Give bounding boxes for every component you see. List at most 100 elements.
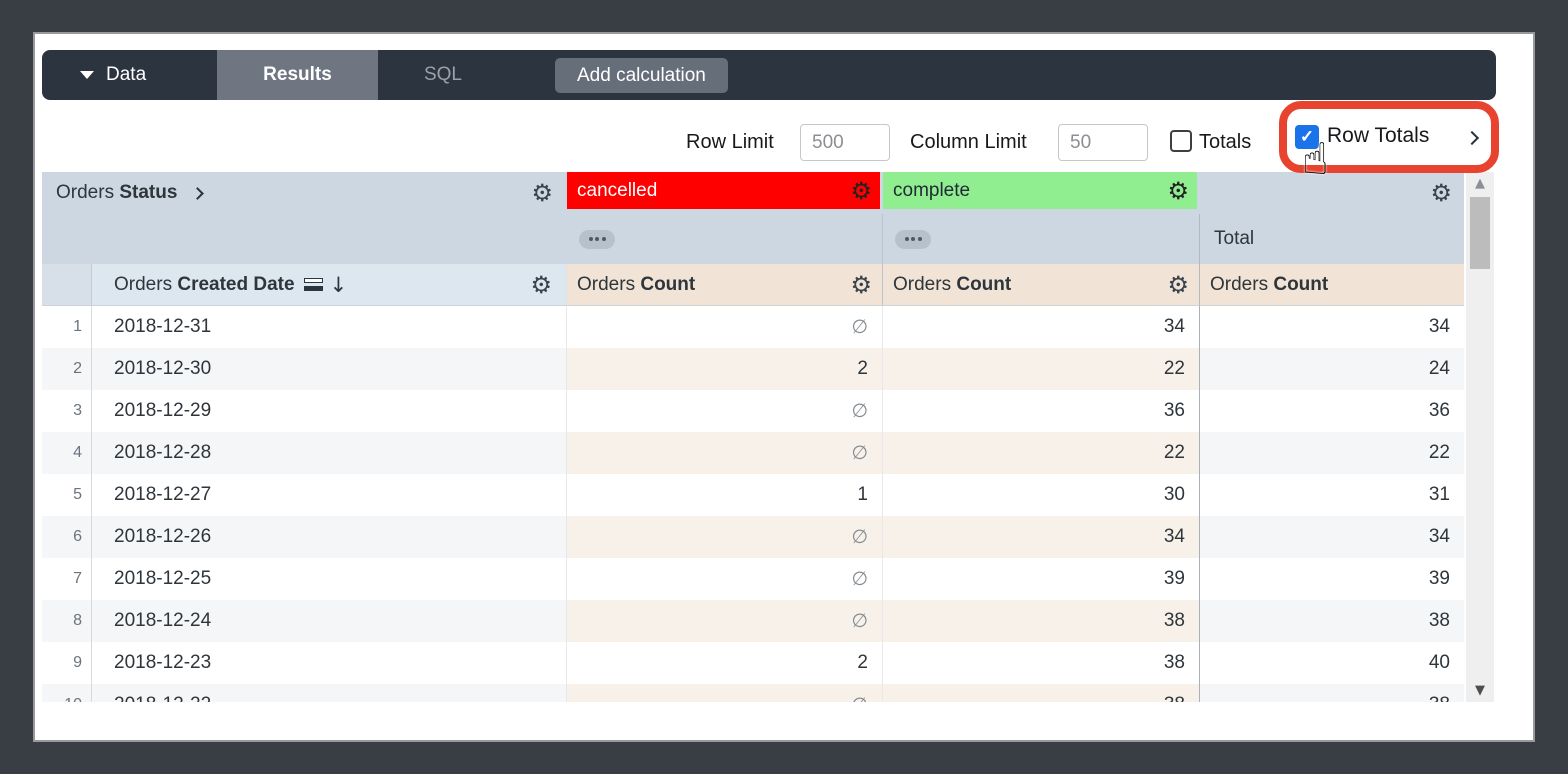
- complete-count-cell[interactable]: 38: [883, 642, 1200, 684]
- total-count-header[interactable]: Orders Count: [1200, 264, 1464, 306]
- tab-sql[interactable]: SQL: [423, 64, 463, 85]
- scrollbar-thumb[interactable]: [1470, 197, 1490, 269]
- measure-title: Orders Count: [577, 273, 696, 295]
- gear-icon[interactable]: ⚙: [1430, 179, 1452, 207]
- complete-count-cell[interactable]: 38: [883, 600, 1200, 642]
- tab-results[interactable]: Results: [217, 50, 378, 100]
- sort-desc-icon[interactable]: ↓: [329, 272, 348, 297]
- complete-count-cell[interactable]: 34: [883, 306, 1200, 348]
- complete-count-header[interactable]: Orders Count ⚙: [883, 264, 1200, 306]
- complete-count-cell[interactable]: 22: [883, 348, 1200, 390]
- row-number: 4: [42, 432, 92, 474]
- date-cell[interactable]: 2018-12-26: [92, 516, 567, 558]
- complete-chip[interactable]: complete ⚙: [883, 172, 1197, 209]
- row-total-cell[interactable]: 34: [1200, 516, 1464, 558]
- cancelled-count-cell[interactable]: ∅: [567, 684, 883, 702]
- table-header: Orders Status ⚙ cancelled ⚙ complete ⚙: [42, 172, 1464, 306]
- row-totals-highlight-annotation: ✓ Row Totals: [1279, 101, 1499, 173]
- gear-icon[interactable]: ⚙: [531, 179, 553, 207]
- ellipsis-menu-icon[interactable]: [895, 229, 931, 249]
- row-total-cell[interactable]: 38: [1200, 600, 1464, 642]
- row-number: 5: [42, 474, 92, 516]
- date-cell[interactable]: 2018-12-27: [92, 474, 567, 516]
- cancelled-count-cell[interactable]: ∅: [567, 390, 883, 432]
- totals-checkbox[interactable]: [1170, 130, 1192, 152]
- date-cell[interactable]: 2018-12-28: [92, 432, 567, 474]
- row-total-cell[interactable]: 40: [1428, 652, 1450, 673]
- date-cell[interactable]: 2018-12-25: [92, 558, 567, 600]
- hand-cursor: ☝: [1302, 134, 1329, 185]
- ellipsis-menu-icon[interactable]: [579, 229, 615, 249]
- complete-count-cell[interactable]: 38: [883, 684, 1200, 702]
- cancelled-count-cell[interactable]: 2: [567, 348, 883, 390]
- gear-icon[interactable]: ⚙: [1167, 270, 1189, 299]
- complete-count-cell[interactable]: 39: [883, 558, 1200, 600]
- cancelled-count-cell[interactable]: ∅: [567, 306, 883, 348]
- gear-icon[interactable]: ⚙: [850, 176, 872, 205]
- created-date-title: Orders Created Date ↓: [114, 272, 348, 297]
- complete-count-cell[interactable]: 34: [883, 516, 1200, 558]
- complete-count-cell[interactable]: 22: [883, 432, 1200, 474]
- pivot-field-header[interactable]: Orders Status ⚙: [42, 172, 567, 214]
- total-column-header-top: ⚙: [1200, 172, 1464, 214]
- pivot-subrow-complete: [883, 214, 1200, 264]
- measure-title: Orders Count: [1210, 273, 1329, 295]
- data-label: Data: [106, 64, 147, 85]
- pivot-subrow-cancelled: [567, 214, 883, 264]
- row-total-cell[interactable]: 24: [1200, 348, 1464, 390]
- row-totals-checkbox[interactable]: ✓: [1295, 125, 1319, 149]
- date-cell[interactable]: 2018-12-23: [92, 642, 567, 684]
- row-number: 10: [42, 684, 92, 702]
- row-total-cell[interactable]: 36: [1428, 400, 1450, 421]
- row-number: 6: [42, 516, 92, 558]
- column-limit-input[interactable]: [1058, 124, 1148, 161]
- row-totals-chevron-icon[interactable]: [1464, 130, 1480, 146]
- cancelled-count-cell[interactable]: ∅: [567, 600, 883, 642]
- pivot-subrow-left: [42, 214, 567, 264]
- date-cell[interactable]: 2018-12-22: [92, 684, 567, 702]
- pivot-field-title: Orders Status: [56, 182, 204, 204]
- date-cell[interactable]: 2018-12-30: [92, 348, 567, 390]
- gear-icon[interactable]: ⚙: [1167, 176, 1189, 205]
- gear-icon[interactable]: ⚙: [850, 270, 872, 299]
- row-total-cell[interactable]: 22: [1200, 432, 1464, 474]
- row-number: 8: [42, 600, 92, 642]
- scroll-down-icon[interactable]: ▼: [1475, 683, 1485, 698]
- row-number: 9: [42, 642, 92, 684]
- gear-icon[interactable]: ⚙: [530, 270, 552, 299]
- row-total-cell[interactable]: 38: [1200, 684, 1464, 702]
- row-total-cell[interactable]: 39: [1428, 568, 1450, 589]
- pivot-value-cancelled[interactable]: cancelled ⚙: [567, 172, 883, 214]
- date-cell[interactable]: 2018-12-29: [92, 390, 567, 432]
- data-section-toggle[interactable]: Data: [42, 50, 217, 100]
- subtotal-icon[interactable]: [303, 278, 323, 291]
- total-column-label: Total: [1200, 214, 1464, 264]
- vertical-scrollbar[interactable]: ▲ ▼: [1466, 172, 1494, 702]
- created-date-column-header[interactable]: Orders Created Date ↓ ⚙: [92, 264, 567, 306]
- cancelled-count-header[interactable]: Orders Count ⚙: [567, 264, 883, 306]
- measure-title: Orders Count: [893, 273, 1012, 295]
- row-limit-input[interactable]: [800, 124, 890, 161]
- cancelled-count-cell[interactable]: ∅: [567, 516, 883, 558]
- complete-count-cell[interactable]: 30: [883, 474, 1200, 516]
- add-calculation-button[interactable]: Add calculation: [555, 58, 728, 93]
- cancelled-count-cell[interactable]: 1: [567, 474, 883, 516]
- row-total-cell[interactable]: 31: [1428, 484, 1450, 505]
- row-number: 3: [42, 390, 92, 432]
- explore-results-panel: Data Results SQL Add calculation Row Lim…: [33, 32, 1535, 742]
- complete-count-cell[interactable]: 36: [883, 390, 1200, 432]
- caret-down-icon: [80, 71, 94, 79]
- cancelled-chip[interactable]: cancelled ⚙: [567, 172, 880, 209]
- cancelled-count-cell[interactable]: ∅: [567, 558, 883, 600]
- column-limit-label: Column Limit: [910, 131, 1027, 153]
- date-cell[interactable]: 2018-12-24: [92, 600, 567, 642]
- cancelled-count-cell[interactable]: 2: [567, 642, 883, 684]
- scroll-up-icon[interactable]: ▲: [1475, 176, 1485, 191]
- row-number: 1: [42, 306, 92, 348]
- row-limit-label: Row Limit: [686, 131, 774, 153]
- navbar: Data Results SQL Add calculation: [42, 50, 1496, 100]
- cancelled-count-cell[interactable]: ∅: [567, 432, 883, 474]
- pivot-value-complete[interactable]: complete ⚙: [883, 172, 1200, 214]
- date-cell[interactable]: 2018-12-31: [92, 306, 567, 348]
- row-total-cell[interactable]: 34: [1428, 316, 1450, 337]
